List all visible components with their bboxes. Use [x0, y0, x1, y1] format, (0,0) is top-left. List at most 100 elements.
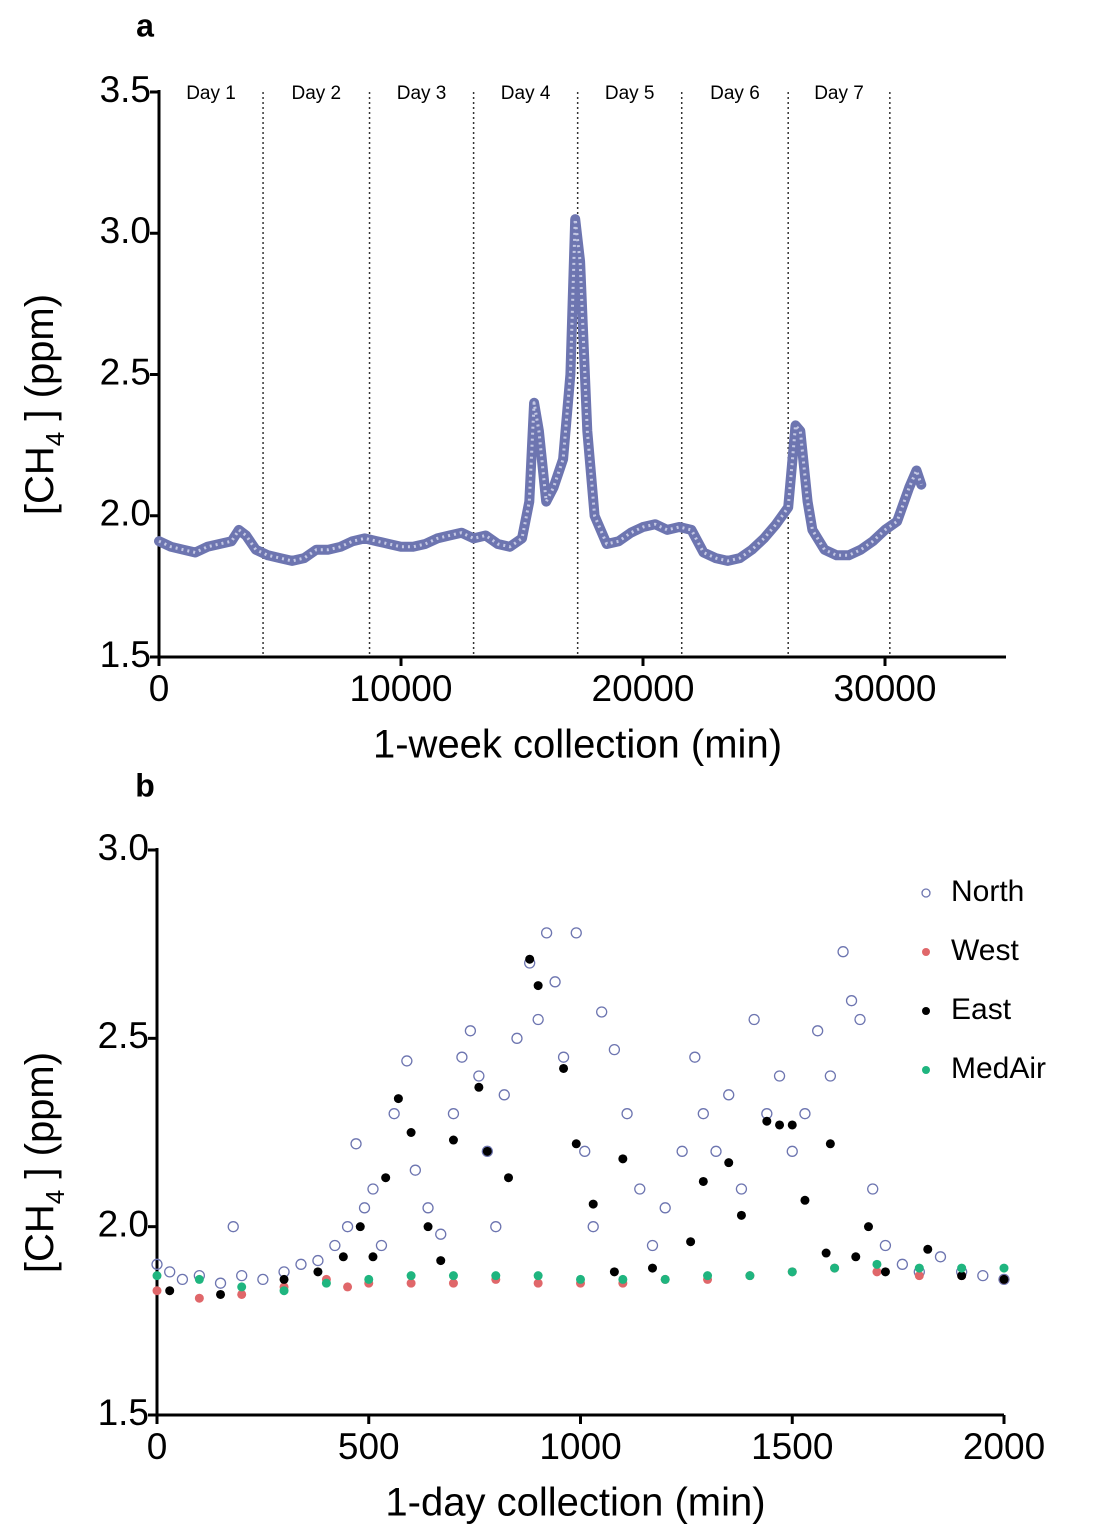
x-tick-label: 500: [338, 1426, 400, 1467]
data-point: [957, 1271, 967, 1281]
data-point: [896, 1258, 909, 1270]
data-point: [825, 1139, 835, 1149]
data-point: [448, 1278, 458, 1288]
panel: a Day 1 Day 2 Day 3 Day 4 Day 5 Day 6 Day 7 1.5 2…: [18, 7, 1006, 767]
data-point: [588, 1199, 598, 1209]
data-point: [576, 1274, 585, 1284]
day-label: Day 6: [710, 83, 760, 104]
data-point: [227, 1221, 239, 1233]
data-point: [800, 1195, 810, 1205]
data-point: [237, 1289, 247, 1299]
y-axis-label-part: ] (ppm): [18, 1052, 62, 1190]
day-label: Day 4: [501, 83, 551, 104]
data-point: [350, 1138, 362, 1150]
data-point: [787, 1267, 797, 1277]
x-tick-label: 30000: [834, 668, 937, 709]
data-point: [401, 1055, 413, 1067]
data-point: [498, 1089, 510, 1101]
data-point: [456, 1051, 468, 1063]
x-tick-label: 20000: [592, 668, 695, 709]
data-point: [533, 1278, 543, 1288]
data-point: [236, 1269, 248, 1282]
x-tick-label: 2000: [963, 1426, 1045, 1467]
data-point: [436, 1256, 446, 1266]
y-axis-label: [CH4 ] (ppm): [18, 294, 70, 515]
day-label: Day 5: [605, 83, 655, 104]
data-point: [388, 1108, 400, 1120]
data-point: [257, 1273, 269, 1286]
legend-label: West: [951, 934, 1019, 967]
data-point: [608, 1043, 621, 1056]
data-point: [872, 1267, 882, 1277]
data-point: [482, 1146, 492, 1156]
data-point: [533, 1271, 543, 1281]
data-point: [647, 1263, 657, 1273]
x-tick-label: 10000: [350, 668, 453, 709]
data-point: [999, 1263, 1009, 1273]
y-axis-label-part: 4: [40, 1190, 70, 1204]
data-point: [358, 1202, 371, 1214]
data-point: [934, 1251, 947, 1263]
data-point: [830, 1263, 840, 1273]
data-point: [697, 1108, 709, 1120]
data-point: [313, 1267, 323, 1277]
y-axis-label-part: [CH: [18, 1204, 62, 1273]
data-point: [406, 1128, 416, 1137]
y-axis-label-part: 4: [40, 432, 70, 446]
data-point: [367, 1183, 379, 1195]
data-point: [491, 1271, 501, 1281]
data-point: [735, 1183, 748, 1195]
y-axis-label-part: ] (ppm): [18, 294, 62, 432]
data-point: [872, 1259, 882, 1269]
data-point: [474, 1082, 484, 1092]
data-point: [473, 1070, 485, 1082]
data-point: [295, 1258, 307, 1270]
y-tick-label: 2.5: [98, 1015, 149, 1056]
data-point: [863, 1222, 873, 1232]
data-point: [660, 1274, 670, 1284]
panel-label: a: [136, 7, 154, 43]
day-label: Day 2: [291, 83, 341, 104]
data-point: [977, 1269, 989, 1282]
legend-marker: [922, 948, 930, 956]
data-point: [609, 1267, 619, 1277]
data-point: [381, 1173, 391, 1183]
legend-marker: [921, 888, 931, 898]
data-point: [393, 1094, 403, 1104]
data-point: [329, 1239, 341, 1252]
data-point: [481, 1145, 493, 1157]
data-point: [165, 1286, 175, 1296]
data-point: [845, 995, 858, 1007]
data-point: [998, 1273, 1010, 1286]
data-point: [571, 1139, 581, 1149]
y-axis-label: [CH4 ] (ppm): [18, 1052, 70, 1273]
data-point: [851, 1252, 861, 1262]
data-point: [762, 1116, 772, 1126]
data-point: [634, 1183, 646, 1195]
data-point: [710, 1145, 722, 1157]
data-point: [837, 946, 849, 958]
data-point: [341, 1221, 354, 1233]
data-point: [659, 1202, 671, 1214]
data-point: [824, 1070, 837, 1082]
data-point: [923, 1244, 933, 1254]
data-point: [957, 1263, 967, 1273]
x-axis-label: 1-week collection (min): [373, 723, 782, 767]
data-point: [646, 1239, 659, 1252]
y-tick-label: 3.0: [100, 210, 151, 251]
y-tick-label: 3.5: [100, 69, 151, 110]
data-point: [703, 1271, 713, 1281]
data-point: [435, 1228, 447, 1240]
data-point: [745, 1271, 755, 1281]
data-point: [176, 1273, 189, 1286]
x-axis-label: 1-day collection (min): [385, 1481, 765, 1525]
data-point: [375, 1239, 388, 1252]
data-point: [355, 1222, 365, 1232]
data-point: [406, 1271, 416, 1281]
data-point: [676, 1145, 688, 1157]
data-point: [525, 954, 535, 964]
data-point: [557, 1051, 570, 1063]
x-tick-label: 0: [149, 668, 170, 709]
data-point: [409, 1164, 421, 1176]
